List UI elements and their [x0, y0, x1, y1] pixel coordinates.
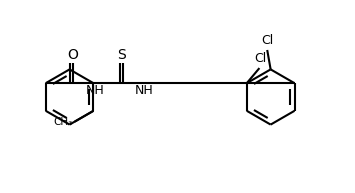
- Text: S: S: [117, 47, 126, 62]
- Text: NH: NH: [86, 84, 104, 97]
- Text: Cl: Cl: [261, 34, 273, 47]
- Text: Cl: Cl: [254, 52, 267, 65]
- Text: O: O: [67, 47, 78, 62]
- Text: CH₃: CH₃: [54, 117, 73, 127]
- Text: NH: NH: [135, 84, 154, 97]
